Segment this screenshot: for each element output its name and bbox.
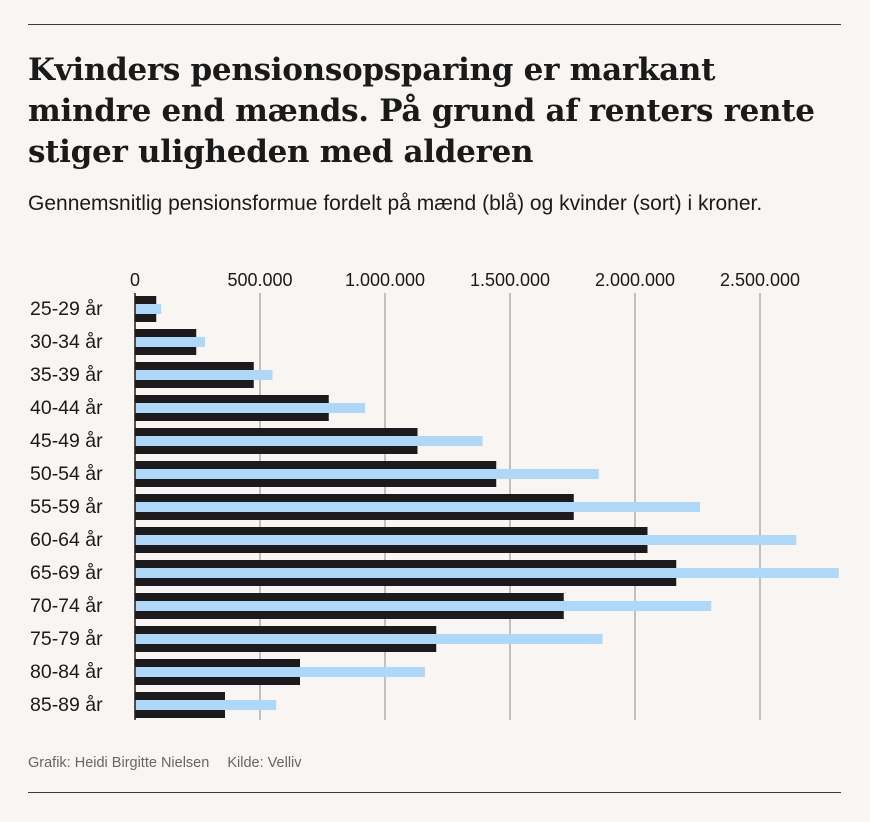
category-label: 85-89 år	[30, 694, 103, 716]
bar-maend	[135, 634, 603, 644]
bar-kvinder	[135, 428, 418, 436]
category-label: 70-74 år	[30, 595, 103, 617]
bar-kvinder	[135, 710, 225, 718]
category-label: 50-54 år	[30, 463, 103, 485]
bar-kvinder	[135, 578, 677, 586]
bar-maend	[135, 370, 273, 380]
top-rule	[28, 24, 841, 25]
category-label: 40-44 år	[30, 397, 103, 419]
bar-kvinder	[135, 593, 564, 601]
bar-kvinder	[135, 362, 254, 370]
footer: Grafik: Heidi Birgitte Nielsen Kilde: Ve…	[28, 755, 302, 771]
chart-title: Kvinders pensionsopsparing er markant mi…	[28, 52, 815, 170]
bar-maend	[135, 403, 365, 413]
bar-kvinder	[135, 626, 437, 634]
bar-kvinder	[135, 692, 225, 700]
bar-kvinder	[135, 446, 418, 454]
category-label: 65-69 år	[30, 562, 103, 584]
bar-kvinder	[135, 677, 300, 685]
bar-kvinder	[135, 659, 300, 667]
category-label: 60-64 år	[30, 529, 103, 551]
x-tick-label: 2.000.000	[595, 270, 675, 290]
bar-kvinder	[135, 560, 677, 568]
bar-kvinder	[135, 611, 564, 619]
bar-chart: 0 500.000 1.000.000 1.500.000 2.000.000 2.500…	[30, 270, 839, 720]
bar-kvinder	[135, 545, 648, 553]
category-label: 45-49 år	[30, 430, 103, 452]
bar-maend	[135, 700, 277, 710]
bar-maend	[135, 337, 205, 347]
bar-maend	[135, 304, 162, 314]
category-label: 80-84 år	[30, 661, 103, 683]
bar-maend	[135, 469, 599, 479]
bar-kvinder	[135, 395, 329, 403]
chart-subtitle: Gennemsnitlig pensionsformue fordelt på …	[28, 192, 763, 215]
bar-maend	[135, 436, 483, 446]
bar-maend	[135, 568, 839, 578]
bar-kvinder	[135, 479, 497, 487]
category-label: 75-79 år	[30, 628, 103, 650]
bar-kvinder	[135, 527, 648, 535]
category-label: 25-29 år	[30, 298, 103, 320]
x-tick-label: 1.000.000	[345, 270, 425, 290]
bottom-rule	[28, 792, 841, 793]
bar-kvinder	[135, 512, 574, 520]
source-text: Kilde: Velliv	[227, 755, 302, 771]
bar-kvinder	[135, 644, 437, 652]
category-label: 55-59 år	[30, 496, 103, 518]
bar-maend	[135, 601, 712, 611]
bar-kvinder	[135, 413, 329, 421]
bar-kvinder	[135, 494, 574, 502]
bar-maend	[135, 502, 700, 512]
x-tick-label: 1.500.000	[470, 270, 550, 290]
bar-kvinder	[135, 380, 254, 388]
bar-kvinder	[135, 314, 157, 322]
bar-kvinder	[135, 347, 197, 355]
bar-kvinder	[135, 461, 497, 469]
bar-kvinder	[135, 329, 197, 337]
bar-kvinder	[135, 296, 157, 304]
x-tick-label: 2.500.000	[720, 270, 800, 290]
bar-maend	[135, 535, 797, 545]
x-tick-label: 0	[130, 270, 140, 290]
x-tick-label: 500.000	[227, 270, 292, 290]
category-label: 35-39 år	[30, 364, 103, 386]
category-label: 30-34 år	[30, 331, 103, 353]
bar-maend	[135, 667, 425, 677]
credit-text: Grafik: Heidi Birgitte Nielsen	[28, 755, 210, 771]
